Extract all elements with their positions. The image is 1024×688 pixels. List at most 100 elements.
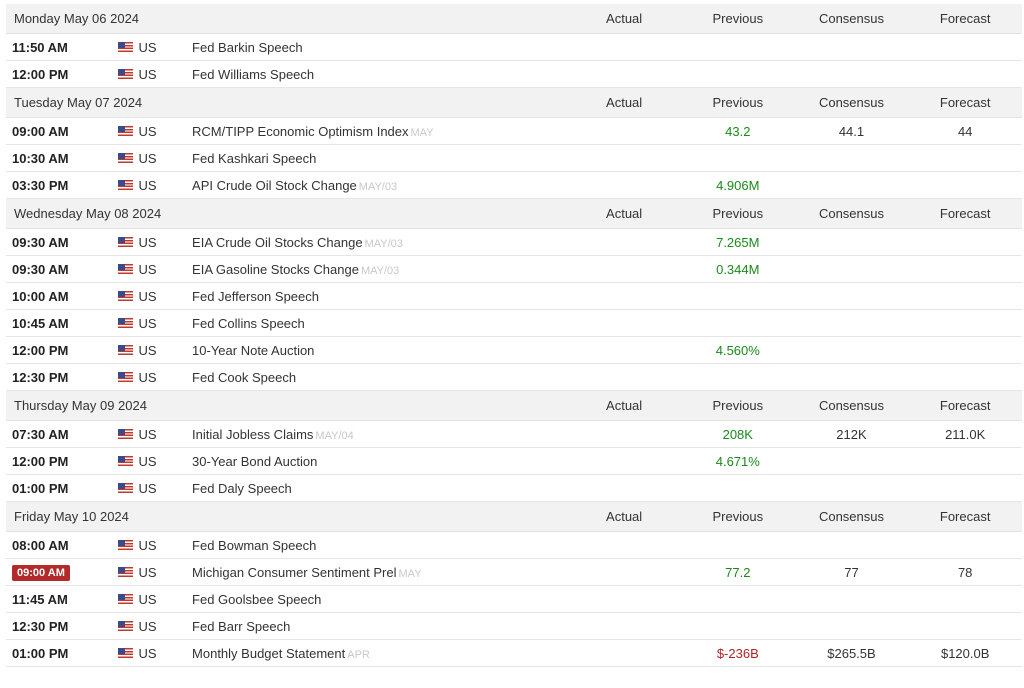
event-row[interactable]: 12:00 PM US Fed Williams Speech — [6, 61, 1022, 88]
previous-value: 4.671% — [715, 453, 760, 469]
event-name[interactable]: Fed Goolsbee Speech — [192, 591, 322, 607]
event-name-cell[interactable]: Fed Jefferson Speech — [192, 289, 567, 304]
event-name[interactable]: Fed Cook Speech — [192, 369, 297, 385]
time-cell: 12:00 PM — [6, 67, 112, 82]
time-cell: 12:30 PM — [6, 370, 112, 385]
event-name-cell[interactable]: Fed Barkin Speech — [192, 40, 567, 55]
country-code: US — [138, 426, 157, 442]
event-name[interactable]: Michigan Consumer Sentiment Prel — [192, 564, 397, 580]
country-cell: US — [112, 178, 192, 193]
event-name-cell[interactable]: Fed Williams Speech — [192, 67, 567, 82]
event-time: 09:30 AM — [12, 261, 69, 277]
event-row[interactable]: 07:30 AM US Initial Jobless Claims MAY/04 20… — [6, 421, 1022, 448]
event-row[interactable]: 10:45 AM US Fed Collins Speech — [6, 310, 1022, 337]
time-cell: 01:00 PM — [6, 481, 112, 496]
event-row[interactable]: 12:00 PM US 30-Year Bond Auction 4.671% — [6, 448, 1022, 475]
event-row[interactable]: 01:00 PM US Monthly Budget Statement APR $-2… — [6, 640, 1022, 667]
event-row[interactable]: 10:30 AM US Fed Kashkari Speech — [6, 145, 1022, 172]
header-previous: Previous — [712, 398, 764, 413]
event-name-cell[interactable]: Fed Bowman Speech — [192, 538, 567, 553]
event-name[interactable]: 10-Year Note Auction — [192, 342, 315, 358]
event-time: 09:30 AM — [12, 234, 69, 250]
event-period: APR — [347, 648, 370, 661]
event-name[interactable]: Fed Kashkari Speech — [192, 150, 317, 166]
consensus-value: 212K — [836, 426, 867, 442]
event-name-cell[interactable]: Fed Cook Speech — [192, 370, 567, 385]
event-time: 12:00 PM — [12, 342, 69, 358]
event-name-cell[interactable]: Fed Daly Speech — [192, 481, 567, 496]
consensus-value: 77 — [844, 564, 859, 580]
day-header: Wednesday May 08 2024 Actual Previous Conse… — [6, 199, 1022, 229]
event-time: 08:00 AM — [12, 537, 69, 553]
us-flag-icon — [118, 126, 134, 136]
event-name[interactable]: Fed Barkin Speech — [192, 39, 303, 55]
event-name-cell[interactable]: Fed Barr Speech — [192, 619, 567, 634]
day-date: Wednesday May 08 2024 — [14, 206, 162, 221]
event-time: 12:00 PM — [12, 453, 69, 469]
event-period: MAY/03 — [358, 180, 398, 193]
event-name-cell[interactable]: Initial Jobless Claims MAY/04 — [192, 427, 567, 442]
country-code: US — [138, 564, 157, 580]
event-name-cell[interactable]: EIA Crude Oil Stocks Change MAY/03 — [192, 235, 567, 250]
event-name-cell[interactable]: 10-Year Note Auction — [192, 343, 567, 358]
country-cell: US — [112, 481, 192, 496]
event-time: 11:50 AM — [12, 39, 68, 55]
event-name[interactable]: EIA Gasoline Stocks Change — [192, 261, 359, 277]
day-header: Thursday May 09 2024 Actual Previous Consen… — [6, 391, 1022, 421]
event-row[interactable]: 01:00 PM US Fed Daly Speech — [6, 475, 1022, 502]
event-row[interactable]: 12:00 PM US 10-Year Note Auction 4.560% — [6, 337, 1022, 364]
event-time: 03:30 PM — [12, 177, 69, 193]
event-row[interactable]: 10:00 AM US Fed Jefferson Speech — [6, 283, 1022, 310]
event-row[interactable]: 03:30 PM US API Crude Oil Stock Change MAY/… — [6, 172, 1022, 199]
event-name-cell[interactable]: 30-Year Bond Auction — [192, 454, 567, 469]
header-consensus: Consensus — [818, 509, 884, 524]
event-name[interactable]: Fed Collins Speech — [192, 315, 305, 331]
event-row[interactable]: 08:00 AM US Fed Bowman Speech — [6, 532, 1022, 559]
country-cell: US — [112, 454, 192, 469]
event-time: 10:30 AM — [12, 150, 69, 166]
event-row[interactable]: 12:30 PM US Fed Barr Speech — [6, 613, 1022, 640]
event-name[interactable]: EIA Crude Oil Stocks Change — [192, 234, 363, 250]
time-cell: 09:30 AM — [6, 262, 112, 277]
event-name[interactable]: Monthly Budget Statement — [192, 645, 346, 661]
event-name[interactable]: Fed Barr Speech — [192, 618, 291, 634]
country-code: US — [138, 342, 157, 358]
time-cell: 12:30 PM — [6, 619, 112, 634]
event-name[interactable]: Fed Williams Speech — [192, 66, 315, 82]
event-name-cell[interactable]: RCM/TIPP Economic Optimism Index MAY — [192, 124, 567, 139]
us-flag-icon — [118, 483, 134, 493]
event-row[interactable]: 09:00 AM US Michigan Consumer Sentiment Pr… — [6, 559, 1022, 586]
event-name[interactable]: Fed Bowman Speech — [192, 537, 317, 553]
event-name[interactable]: RCM/TIPP Economic Optimism Index — [192, 123, 409, 139]
event-name[interactable]: 30-Year Bond Auction — [192, 453, 318, 469]
event-name-cell[interactable]: Fed Kashkari Speech — [192, 151, 567, 166]
us-flag-icon — [118, 345, 134, 355]
event-name[interactable]: API Crude Oil Stock Change — [192, 177, 357, 193]
event-name-cell[interactable]: EIA Gasoline Stocks Change MAY/03 — [192, 262, 567, 277]
event-row[interactable]: 12:30 PM US Fed Cook Speech — [6, 364, 1022, 391]
us-flag-icon — [118, 318, 134, 328]
event-row[interactable]: 09:30 AM US EIA Crude Oil Stocks Change MAY… — [6, 229, 1022, 256]
event-row[interactable]: 11:50 AM US Fed Barkin Speech — [6, 34, 1022, 61]
country-code: US — [138, 618, 157, 634]
event-time: 09:00 AM — [12, 123, 69, 139]
event-name-cell[interactable]: Michigan Consumer Sentiment Prel MAY — [192, 565, 567, 580]
event-name[interactable]: Fed Daly Speech — [192, 480, 292, 496]
country-code: US — [138, 66, 157, 82]
event-name-cell[interactable]: Monthly Budget Statement APR — [192, 646, 567, 661]
event-row[interactable]: 09:30 AM US EIA Gasoline Stocks Change MAY/… — [6, 256, 1022, 283]
event-name[interactable]: Fed Jefferson Speech — [192, 288, 319, 304]
previous-value: 77.2 — [725, 564, 751, 580]
event-row[interactable]: 09:00 AM US RCM/TIPP Economic Optimism Ind… — [6, 118, 1022, 145]
event-name-cell[interactable]: Fed Goolsbee Speech — [192, 592, 567, 607]
event-name-cell[interactable]: Fed Collins Speech — [192, 316, 567, 331]
event-name-cell[interactable]: API Crude Oil Stock Change MAY/03 — [192, 178, 567, 193]
event-row[interactable]: 11:45 AM US Fed Goolsbee Speech — [6, 586, 1022, 613]
country-cell: US — [112, 592, 192, 607]
time-cell: 12:00 PM — [6, 454, 112, 469]
event-period: MAY/04 — [315, 429, 354, 442]
us-flag-icon — [118, 180, 134, 190]
country-code: US — [138, 315, 157, 331]
us-flag-icon — [118, 42, 134, 52]
event-name[interactable]: Initial Jobless Claims — [192, 426, 314, 442]
